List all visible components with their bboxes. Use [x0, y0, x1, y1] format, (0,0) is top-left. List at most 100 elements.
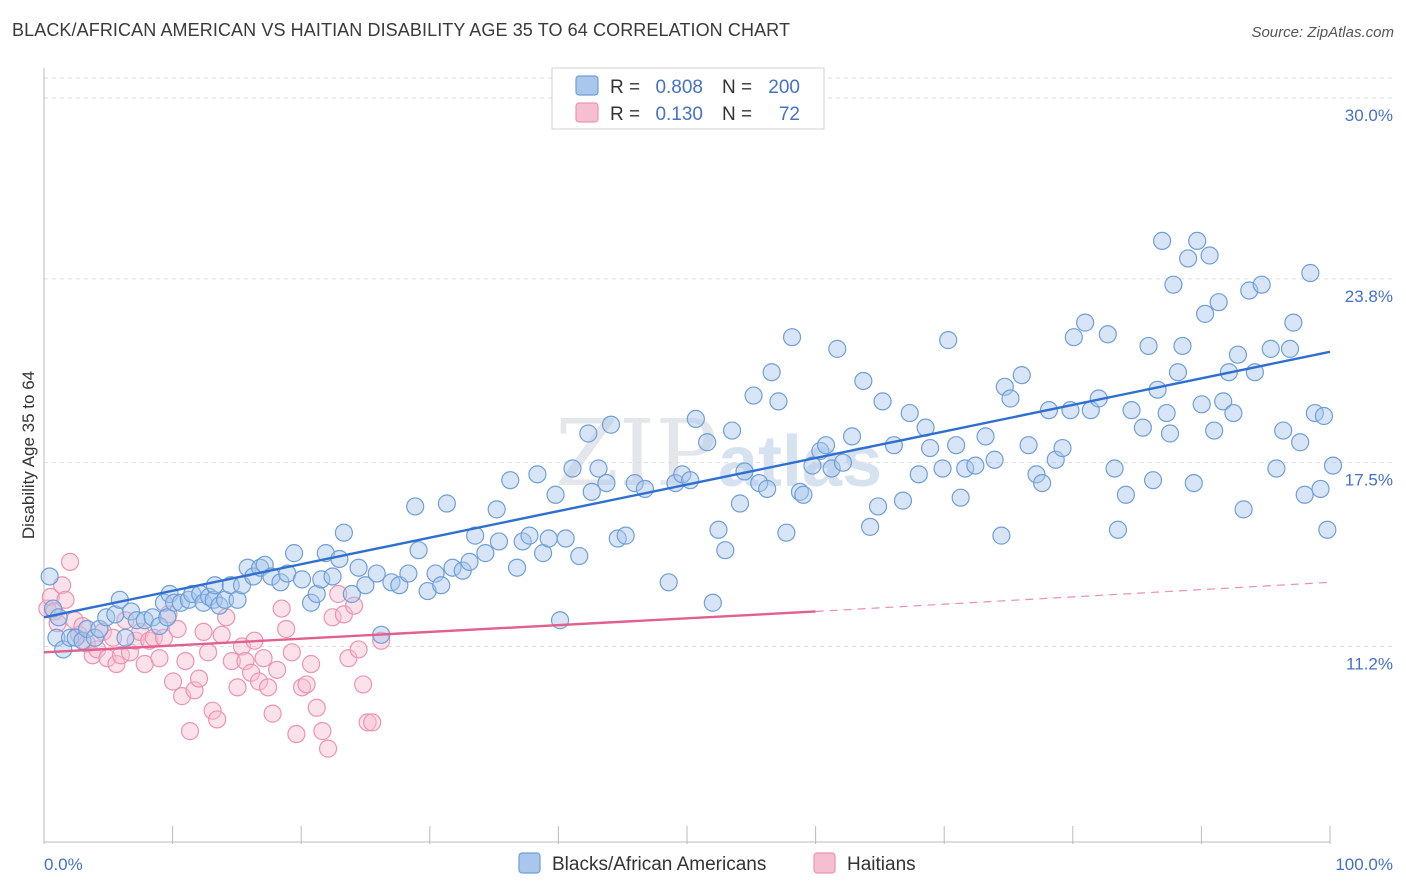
haitians-point [41, 587, 60, 606]
blacks-point [803, 456, 822, 475]
haitians-point [323, 608, 342, 627]
blacks-point [616, 526, 635, 545]
blacks-point [1318, 520, 1337, 539]
haitians-point [194, 622, 213, 642]
blacks-point [1252, 275, 1271, 294]
blacks-point [1209, 293, 1228, 312]
legend-n-label-haitians: N = [722, 104, 752, 125]
haitians-point [358, 713, 377, 732]
blacks-point [116, 628, 135, 647]
haitians-point [208, 710, 227, 729]
blacks-point [40, 567, 59, 586]
blacks-point [1200, 246, 1219, 265]
haitians-point [277, 619, 296, 639]
haitians-point [168, 619, 187, 639]
blacks-point [356, 576, 375, 595]
series-legend-swatch-blacks [518, 852, 541, 874]
haitians-point [307, 698, 326, 717]
blacks-point [1139, 336, 1158, 356]
blacks-point [1173, 336, 1192, 356]
blacks-point [842, 427, 862, 446]
legend-r-value-haitians: 0.130 [655, 104, 703, 125]
blacks-point [597, 473, 616, 493]
blacks-point [1295, 485, 1314, 504]
blacks-point [539, 529, 558, 548]
blacks-point [323, 567, 342, 586]
blacks-point [85, 628, 105, 647]
x-tick-labels: 0.0% 100.0% [44, 855, 1393, 874]
haitians-point [236, 651, 255, 671]
blacks-point [868, 497, 888, 516]
haitians-point [344, 596, 364, 615]
blacks-point [122, 602, 141, 621]
legend-r-label-haitians: R = [610, 104, 640, 125]
correlation-legend: R = 0.808 N = 200 R = 0.130 N = 72 [551, 67, 825, 130]
blacks-point [563, 459, 582, 478]
chart-title: BLACK/AFRICAN AMERICAN VS HAITIAN DISABI… [12, 20, 791, 40]
y-tick-label: 23.8% [1345, 287, 1393, 306]
haitians-point [249, 672, 269, 691]
blacks-point [722, 421, 742, 440]
blacks-point [909, 465, 928, 484]
legend-swatch-blacks [575, 75, 599, 96]
blacks-point [698, 433, 717, 452]
haitians-point [272, 599, 291, 618]
blacks-point [1280, 339, 1300, 358]
legend-n-value-blacks: 200 [768, 77, 800, 98]
haitians-point [354, 675, 373, 694]
y-tick-labels: 11.2% 17.5% 23.8% 30.0% [1345, 106, 1393, 674]
blacks-point [255, 555, 274, 574]
blacks-point [367, 564, 386, 583]
blacks-point [1133, 418, 1152, 437]
blacks-point [292, 570, 312, 589]
trend-line-blacks [43, 350, 1331, 619]
haitians-point [318, 739, 338, 758]
haitians-point [185, 681, 204, 700]
blacks-point [1196, 304, 1215, 323]
blacks-point [1188, 231, 1207, 251]
blacks-point [933, 459, 952, 478]
blacks-point [790, 482, 810, 501]
blacks-point [1076, 313, 1095, 332]
blacks-point [487, 500, 506, 519]
x-tick-label: 0.0% [44, 855, 83, 874]
haitians-point [263, 704, 282, 723]
haitians-point [349, 640, 368, 659]
blacks-point [966, 456, 985, 475]
blacks-point [709, 520, 728, 539]
haitians-point [56, 590, 75, 609]
blacks-point [744, 386, 763, 405]
haitians-point [222, 651, 241, 671]
blacks-point [330, 549, 349, 569]
blacks-point [1064, 328, 1083, 347]
blacks-point [1164, 275, 1183, 294]
haitians-point [301, 654, 321, 674]
blacks-point [406, 497, 425, 516]
blacks-point [307, 584, 326, 604]
haitians-point [268, 660, 287, 679]
blacks-point [985, 450, 1004, 469]
haitians-point [163, 672, 183, 691]
haitians-point [60, 552, 80, 571]
blacks-point [437, 494, 456, 513]
blacks-point [520, 526, 539, 545]
blacks-point [1179, 249, 1198, 268]
trend-line-haitians-extension [815, 581, 1331, 613]
x-tick-label: 100.0% [1335, 855, 1393, 874]
haitians-point [176, 651, 195, 671]
blacks-point [489, 532, 509, 551]
blacks-point [43, 599, 63, 618]
blacks-point [1157, 403, 1176, 423]
blacks-point [179, 590, 198, 609]
haitians-point [198, 643, 218, 662]
blacks-point [546, 485, 565, 504]
haitians-point [329, 584, 348, 604]
blacks-point [165, 593, 184, 612]
trend-lines [43, 350, 1331, 654]
haitians-point [126, 631, 145, 650]
blacks-point [570, 546, 589, 566]
blacks-point [601, 415, 621, 434]
blacks-point [1224, 403, 1243, 423]
blacks-point [579, 424, 598, 443]
